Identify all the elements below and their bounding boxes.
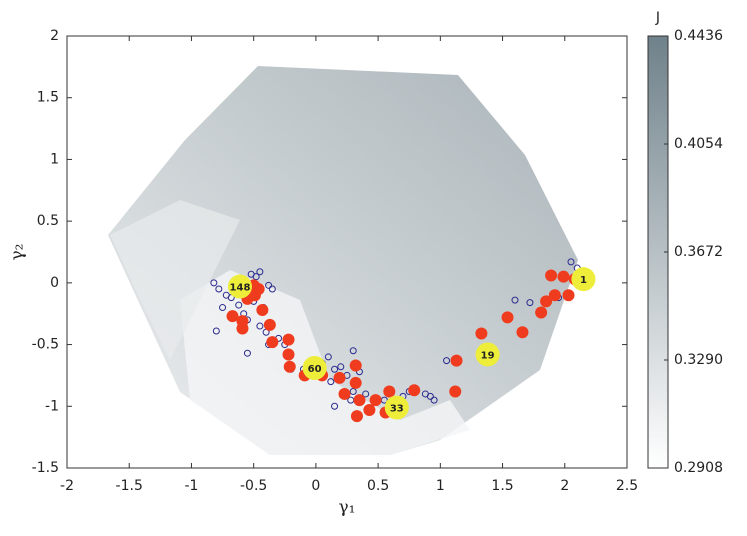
point bbox=[215, 285, 223, 293]
point bbox=[265, 281, 273, 289]
colorbar-label: J bbox=[655, 10, 660, 26]
point bbox=[349, 387, 357, 395]
x-tick-label: -1 bbox=[184, 478, 198, 494]
point bbox=[501, 311, 514, 324]
y-axis-label: γ₂ bbox=[8, 244, 28, 261]
x-tick-label: 2 bbox=[560, 478, 569, 494]
point bbox=[362, 390, 370, 398]
x-tick-label: 2.5 bbox=[616, 478, 638, 494]
x-tick-label: 1.5 bbox=[491, 478, 513, 494]
y-tick-label: 2 bbox=[50, 28, 59, 44]
colorbar-tick-label: 0.4436 bbox=[674, 28, 723, 44]
point bbox=[350, 410, 363, 423]
point bbox=[282, 348, 295, 361]
point bbox=[369, 394, 382, 407]
point bbox=[337, 363, 345, 371]
labeled-point bbox=[475, 342, 500, 367]
x-axis-label: γ₁ bbox=[339, 498, 356, 518]
point bbox=[535, 306, 548, 319]
point bbox=[353, 394, 366, 407]
point bbox=[212, 327, 220, 335]
point bbox=[331, 402, 339, 410]
x-tick-label: 0.5 bbox=[367, 478, 389, 494]
point bbox=[349, 347, 357, 355]
point bbox=[516, 326, 529, 339]
contour-light-patch bbox=[110, 200, 240, 360]
point bbox=[256, 304, 269, 317]
point bbox=[263, 318, 276, 331]
point bbox=[210, 279, 218, 287]
point-label: 148 bbox=[230, 283, 251, 294]
point bbox=[349, 376, 362, 389]
x-tick-label: -1.5 bbox=[116, 478, 143, 494]
point bbox=[557, 270, 570, 283]
point bbox=[511, 296, 519, 304]
point bbox=[333, 371, 346, 384]
y-tick-label: 0.5 bbox=[37, 213, 59, 229]
point bbox=[331, 365, 339, 373]
point bbox=[562, 289, 575, 302]
point-label: 60 bbox=[308, 364, 322, 375]
point bbox=[430, 396, 438, 404]
point bbox=[363, 403, 376, 416]
point bbox=[443, 357, 451, 365]
point bbox=[449, 385, 462, 398]
point-label: 19 bbox=[481, 350, 495, 361]
point bbox=[450, 354, 463, 367]
plot-frame bbox=[66, 35, 628, 469]
point bbox=[283, 360, 296, 373]
colorbar-tick-label: 0.3672 bbox=[674, 244, 723, 260]
point bbox=[338, 387, 351, 400]
point bbox=[349, 359, 362, 372]
point bbox=[282, 333, 295, 346]
colorbar-tick-label: 0.2908 bbox=[674, 460, 723, 476]
point bbox=[256, 322, 264, 330]
point bbox=[327, 378, 335, 386]
point bbox=[383, 385, 396, 398]
point bbox=[266, 336, 279, 349]
x-tick-label: 0 bbox=[311, 478, 320, 494]
point bbox=[548, 289, 561, 302]
point bbox=[256, 268, 264, 276]
point bbox=[252, 273, 260, 281]
y-tick-label: -1 bbox=[45, 398, 59, 414]
x-tick-label: -2 bbox=[60, 478, 74, 494]
point bbox=[324, 353, 332, 361]
labeled-point bbox=[571, 267, 596, 292]
point bbox=[235, 301, 243, 309]
point bbox=[426, 392, 434, 400]
point bbox=[408, 384, 421, 397]
point bbox=[268, 285, 276, 293]
point bbox=[540, 295, 553, 308]
contour-light-patch bbox=[180, 270, 470, 455]
point bbox=[236, 315, 249, 328]
point bbox=[475, 327, 488, 340]
y-tick-label: 1 bbox=[50, 151, 59, 167]
x-tick-label: 1 bbox=[436, 478, 445, 494]
labeled-point bbox=[227, 274, 252, 299]
labeled-point bbox=[384, 395, 409, 420]
point-label: 33 bbox=[390, 404, 404, 415]
point bbox=[219, 304, 227, 312]
colorbar-tick-label: 0.4054 bbox=[674, 136, 723, 152]
point bbox=[526, 299, 534, 307]
point bbox=[226, 310, 239, 323]
point bbox=[545, 269, 558, 282]
x-tick-label: -0.5 bbox=[240, 478, 267, 494]
labeled-point bbox=[302, 356, 327, 381]
point bbox=[567, 258, 575, 266]
colorbar-tick-label: 0.3290 bbox=[674, 352, 723, 368]
y-tick-label: 1.5 bbox=[37, 90, 59, 106]
y-tick-label: 0 bbox=[50, 275, 59, 291]
y-tick-label: -0.5 bbox=[32, 337, 59, 353]
point-label: 1 bbox=[580, 275, 587, 286]
y-tick-label: -1.5 bbox=[32, 460, 59, 476]
point bbox=[243, 349, 251, 357]
